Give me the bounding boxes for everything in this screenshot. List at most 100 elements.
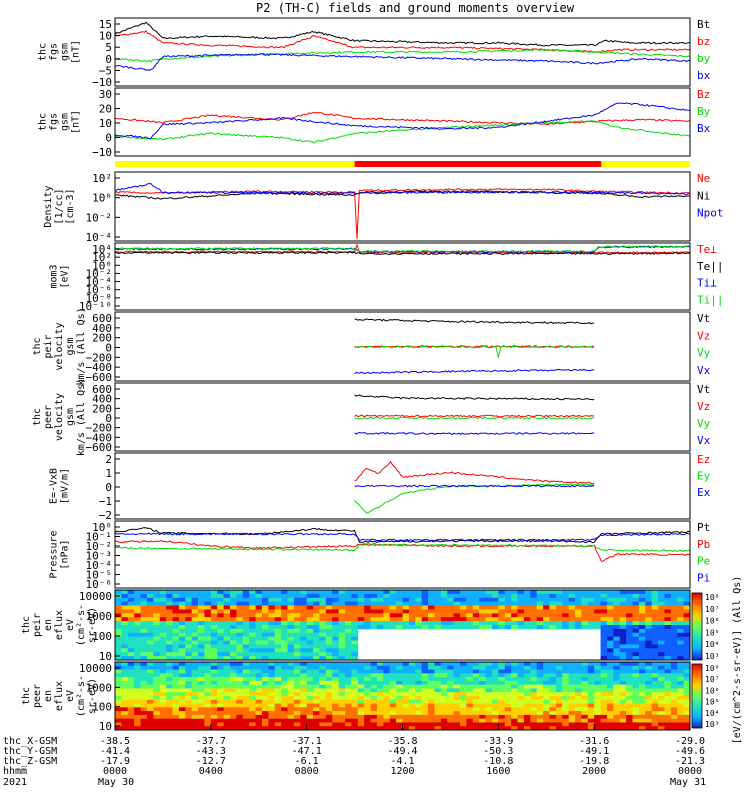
heatmap-cell	[651, 605, 659, 610]
heatmap-cell	[210, 625, 218, 630]
heatmap-cell	[357, 609, 365, 614]
heatmap-cell	[376, 669, 384, 674]
heatmap-cell	[127, 669, 135, 674]
heatmap-cell	[134, 673, 141, 678]
heatmap-cell	[434, 665, 442, 670]
y-axis-label: thc	[38, 113, 49, 131]
heatmap-cell	[479, 621, 486, 626]
heatmap-cell	[389, 597, 397, 603]
heatmap-cell	[562, 597, 570, 603]
heatmap-cell	[223, 711, 231, 716]
heatmap-cell	[191, 644, 199, 649]
heatmap-cell	[338, 609, 346, 614]
heatmap-cell	[223, 665, 231, 670]
heatmap-cell	[575, 718, 582, 723]
heatmap-cell	[198, 722, 205, 727]
heatmap-cell	[146, 640, 154, 645]
heatmap-cell	[153, 711, 161, 716]
heatmap-cell	[146, 680, 154, 686]
heatmap-cell	[210, 662, 218, 667]
heatmap-cell	[664, 707, 672, 712]
heatmap-cell	[281, 692, 288, 697]
heatmap-cell	[178, 692, 186, 697]
heatmap-cell	[146, 617, 154, 622]
heatmap-cell	[376, 621, 384, 626]
y-tick-label: 10⁻⁶	[86, 578, 113, 591]
heatmap-cell	[127, 605, 135, 610]
heatmap-cell	[460, 688, 467, 693]
heatmap-cell	[230, 703, 237, 708]
heatmap-cell	[568, 617, 576, 622]
heatmap-cell	[223, 625, 231, 630]
heatmap-cell	[159, 707, 167, 712]
heatmap-cell	[223, 673, 231, 678]
heatmap-cell	[204, 656, 212, 661]
heatmap-cell	[651, 590, 659, 595]
heatmap-cell	[575, 688, 582, 693]
heatmap-cell	[274, 613, 282, 618]
y-axis-label: gsm	[60, 113, 71, 131]
heatmap-cell	[383, 688, 391, 693]
heatmap-cell	[370, 601, 378, 606]
heatmap-cell	[140, 590, 148, 595]
ephemeris-value: -29.0	[675, 736, 705, 747]
heatmap-cell	[472, 707, 480, 712]
heatmap-cell	[440, 703, 448, 708]
heatmap-cell	[555, 680, 563, 686]
heatmap-cell	[613, 684, 621, 689]
heatmap-cell	[408, 613, 416, 618]
heatmap-cell	[504, 617, 512, 622]
heatmap-cell	[338, 688, 346, 693]
heatmap-cell	[600, 665, 608, 670]
heatmap-cell	[536, 696, 544, 701]
heatmap-cell	[408, 688, 416, 693]
panel-frame	[114, 520, 691, 589]
heatmap-cell	[568, 688, 576, 693]
heatmap-cell	[594, 673, 601, 678]
heatmap-cell	[287, 644, 295, 649]
heatmap-cell	[249, 644, 256, 649]
heatmap-cell	[670, 656, 678, 661]
heatmap-cell	[325, 605, 333, 610]
heatmap-cell	[198, 662, 205, 667]
heatmap-cell	[683, 692, 691, 697]
heatmap-cell	[402, 718, 410, 723]
heatmap-cell	[293, 688, 301, 693]
heatmap-cell	[389, 590, 397, 595]
heatmap-cell	[613, 718, 621, 723]
heatmap-cell	[389, 625, 397, 630]
heatmap-cell	[364, 718, 371, 723]
heatmap-cell	[606, 601, 614, 606]
heatmap-cell	[300, 662, 308, 667]
heatmap-cell	[332, 673, 340, 678]
heatmap-cell	[306, 648, 314, 653]
heatmap-cell	[606, 621, 614, 626]
heatmap-cell	[153, 684, 161, 689]
heatmap-cell	[319, 726, 327, 731]
heatmap-cell	[140, 656, 148, 661]
heatmap-cell	[434, 699, 442, 704]
heatmap-cell	[185, 677, 193, 682]
heatmap-cell	[191, 699, 199, 704]
heatmap-cell	[376, 605, 384, 610]
heatmap-cell	[626, 656, 633, 661]
series-line	[115, 543, 691, 553]
heatmap-cell	[325, 617, 333, 622]
heatmap-cell	[383, 590, 391, 595]
colorbar-tick-label: 10⁵	[705, 628, 719, 637]
heatmap-cell	[683, 621, 691, 626]
panel-frame	[114, 311, 691, 382]
heatmap-cell	[658, 696, 665, 701]
heatmap-cell	[581, 613, 589, 618]
heatmap-cell	[300, 632, 308, 638]
heatmap-cell	[364, 613, 371, 618]
heatmap-cell	[255, 590, 263, 595]
heatmap-cell	[274, 625, 282, 630]
heatmap-cell	[166, 640, 173, 645]
heatmap-cell	[146, 652, 154, 657]
heatmap-cell	[466, 601, 474, 606]
heatmap-cell	[606, 593, 614, 599]
heatmap-cell	[549, 680, 557, 686]
ephemeris-date: May 31	[670, 777, 706, 788]
heatmap-cell	[376, 680, 384, 686]
